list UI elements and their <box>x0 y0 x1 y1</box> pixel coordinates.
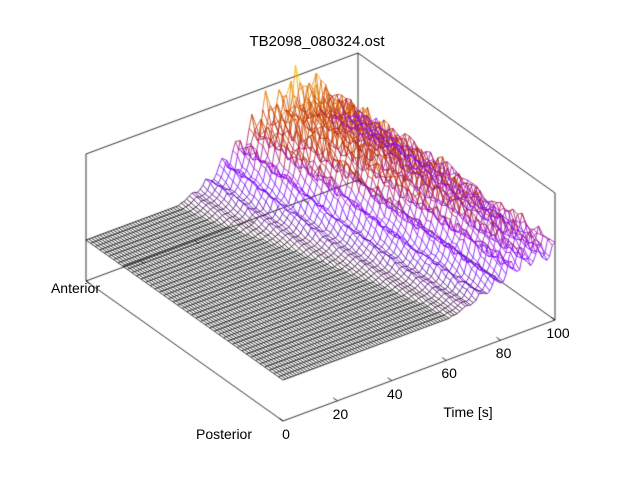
time-axis-label: Time [s] <box>443 404 493 420</box>
time-axis-tick-label: 20 <box>332 405 349 422</box>
time-axis-tick-label: 40 <box>387 385 403 402</box>
time-axis-tick-label: 60 <box>441 365 457 382</box>
depth-axis-back-label: Anterior <box>50 280 100 296</box>
time-axis-tick-label: 80 <box>495 345 512 362</box>
time-axis-tick-label: 0 <box>282 426 290 442</box>
time-axis-tick-label: 100 <box>546 325 570 341</box>
depth-axis-front-label: Posterior <box>195 426 253 442</box>
chart-title: TB2098_080324.ost <box>249 33 385 50</box>
